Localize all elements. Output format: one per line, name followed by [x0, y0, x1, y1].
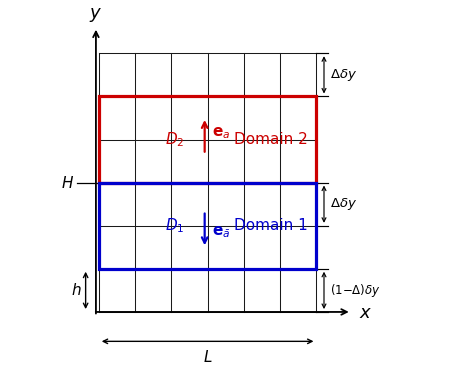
Text: $\Delta\delta y$: $\Delta\delta y$: [330, 196, 357, 212]
Bar: [99, 183, 316, 269]
Text: Domain 2: Domain 2: [234, 132, 308, 147]
Text: $D_2$: $D_2$: [164, 130, 184, 149]
Text: $L$: $L$: [203, 349, 212, 365]
Text: $(1{-}\Delta)\delta y$: $(1{-}\Delta)\delta y$: [330, 282, 381, 299]
Text: $\Delta\delta y$: $\Delta\delta y$: [330, 67, 357, 83]
Text: $D_1$: $D_1$: [164, 216, 184, 235]
Text: $y$: $y$: [89, 6, 102, 24]
Text: $\mathbf{e}_{\bar{a}}$: $\mathbf{e}_{\bar{a}}$: [212, 225, 230, 240]
Text: $h$: $h$: [71, 282, 81, 298]
Text: $H$: $H$: [61, 175, 74, 191]
Text: $x$: $x$: [359, 304, 372, 322]
Text: Domain 1: Domain 1: [234, 218, 308, 233]
Text: $\mathbf{e}_a$: $\mathbf{e}_a$: [212, 125, 230, 141]
Bar: [99, 96, 316, 183]
